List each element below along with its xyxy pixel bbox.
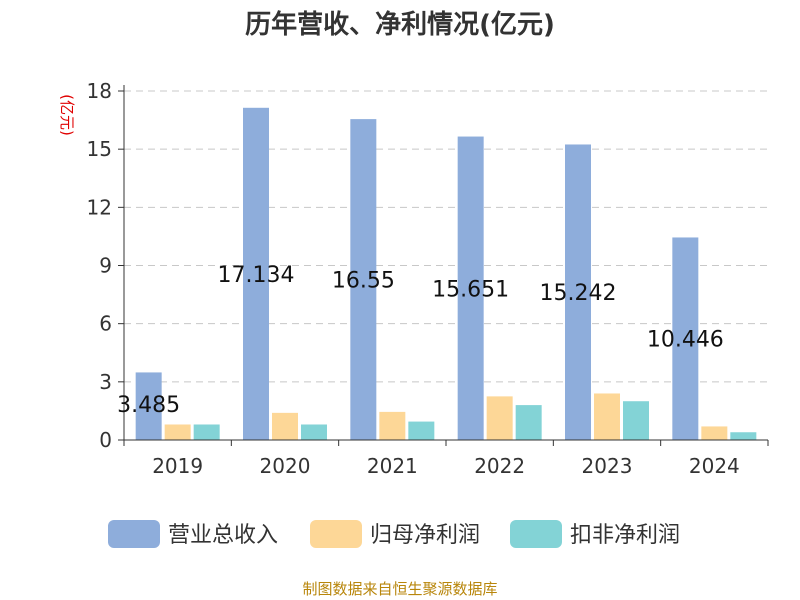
bar: [594, 393, 620, 440]
data-label: 17.134: [218, 263, 295, 288]
x-tick-label: 2020: [260, 454, 311, 478]
y-tick-label: 12: [87, 195, 112, 219]
y-axis-unit: (亿元): [58, 94, 76, 136]
chart-title: 历年营收、净利情况(亿元): [245, 9, 555, 40]
y-tick-label: 0: [99, 428, 112, 452]
bar: [350, 119, 377, 440]
bar: [243, 107, 269, 441]
y-tick-label: 15: [87, 137, 112, 161]
legend-swatch: [510, 520, 562, 548]
legend-label: 归母净利润: [370, 523, 480, 548]
bar: [408, 421, 435, 440]
legend-label: 扣非净利润: [570, 523, 680, 548]
bar: [135, 372, 162, 440]
bar: [301, 424, 327, 440]
x-tick-label: 2021: [367, 454, 418, 478]
bar: [457, 136, 484, 440]
bar: [623, 401, 649, 440]
y-tick-label: 18: [87, 79, 112, 103]
source-note: 制图数据来自恒生聚源数据库: [302, 580, 497, 598]
bar: [565, 144, 591, 440]
y-tick-label: 6: [99, 312, 112, 336]
bar: [193, 424, 220, 440]
legend: 营业总收入 归母净利润 扣非净利润: [108, 520, 680, 548]
data-label: 15.242: [540, 281, 617, 306]
data-label: 16.55: [332, 269, 395, 294]
x-tick-label: 2023: [582, 454, 633, 478]
legend-label: 营业总收入: [168, 523, 278, 548]
bar: [272, 412, 298, 440]
y-tick-label: 3: [99, 370, 112, 394]
data-label: 10.446: [647, 328, 724, 353]
bar: [164, 424, 191, 440]
y-axis-ticks: 0 3 6 9 12 15 18: [87, 79, 125, 452]
legend-swatch: [310, 520, 362, 548]
bar: [379, 411, 406, 440]
data-label: 15.651: [432, 277, 509, 302]
bar: [730, 432, 757, 440]
bar: [486, 396, 513, 440]
x-tick-label: 2019: [152, 454, 203, 478]
x-tick-label: 2022: [474, 454, 525, 478]
x-tick-label: 2024: [689, 454, 740, 478]
bar: [701, 426, 728, 440]
y-tick-label: 9: [99, 254, 112, 278]
data-label: 3.485: [117, 393, 180, 418]
legend-swatch: [108, 520, 160, 548]
bar: [672, 237, 699, 440]
x-axis: 2019 2020 2021 2022 2023 2024: [123, 439, 769, 478]
bars: [135, 107, 757, 441]
bar: [515, 405, 542, 440]
data-labels: 3.485 17.134 16.55 15.651 15.242 10.446: [117, 263, 724, 418]
